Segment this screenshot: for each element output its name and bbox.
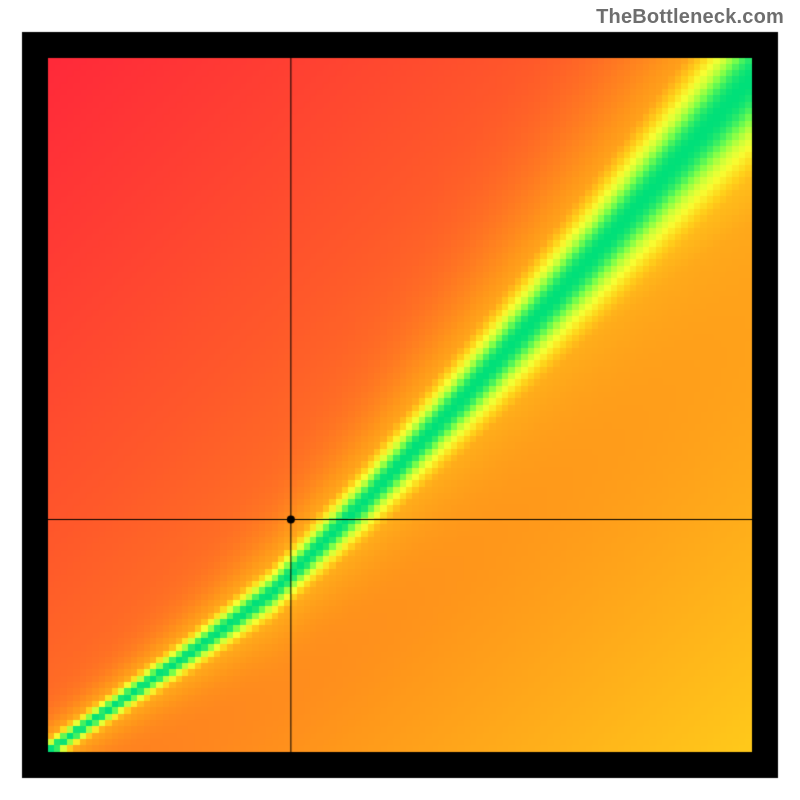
bottleneck-heatmap-canvas [0,0,800,800]
figure-container: TheBottleneck.com [0,0,800,800]
watermark-text: TheBottleneck.com [596,6,784,29]
